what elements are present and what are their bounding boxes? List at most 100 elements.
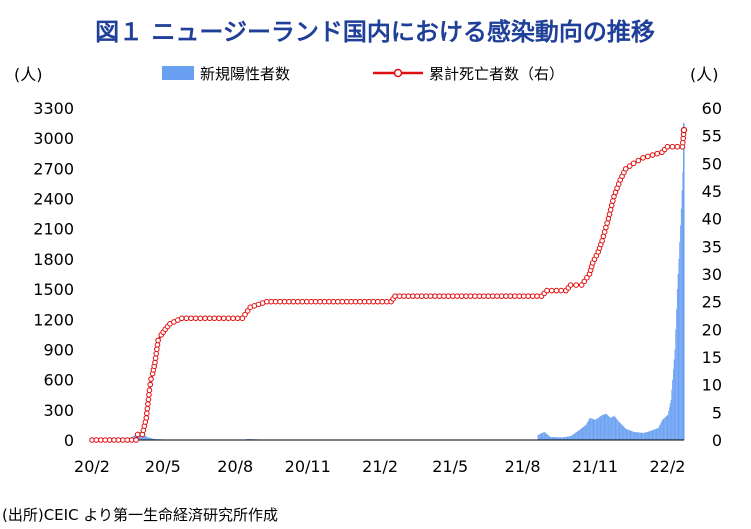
right-tick-label: 60 xyxy=(702,99,722,118)
line-marker xyxy=(188,315,194,322)
line-marker xyxy=(348,298,354,305)
line-marker xyxy=(463,293,469,299)
bar xyxy=(646,432,648,440)
line-series xyxy=(89,126,688,443)
line-marker xyxy=(303,298,310,305)
right-tick-label: 45 xyxy=(702,182,722,201)
left-tick-label: 1500 xyxy=(33,280,74,299)
line-marker xyxy=(286,298,292,305)
bar xyxy=(543,432,544,440)
bar xyxy=(595,419,596,440)
line-marker xyxy=(476,293,483,299)
line-marker xyxy=(143,415,150,421)
bar xyxy=(561,437,563,440)
line-marker xyxy=(146,387,153,394)
bar xyxy=(621,425,623,440)
bar xyxy=(538,434,540,440)
line-marker xyxy=(644,153,651,160)
line-marker xyxy=(383,298,390,305)
line-marker xyxy=(441,293,447,299)
right-tick-label: 20 xyxy=(702,320,722,339)
bar xyxy=(598,417,599,440)
bar xyxy=(571,435,573,440)
left-tick-label: 300 xyxy=(43,401,74,420)
bar xyxy=(606,414,608,440)
bar xyxy=(653,429,655,440)
bar xyxy=(611,417,613,440)
left-tick-label: 3000 xyxy=(33,129,74,148)
bar xyxy=(644,432,646,440)
line-marker xyxy=(427,293,434,299)
line-marker xyxy=(405,293,412,299)
bar xyxy=(541,433,543,440)
bar xyxy=(650,430,652,440)
line-marker xyxy=(202,315,208,322)
line-marker xyxy=(281,298,288,305)
bar xyxy=(648,431,650,440)
bar xyxy=(613,416,614,440)
line-marker xyxy=(573,282,579,288)
bar-series xyxy=(125,123,685,441)
bar xyxy=(569,436,571,440)
line-marker xyxy=(370,298,377,305)
left-tick-label: 1200 xyxy=(33,310,74,329)
line-marker xyxy=(481,293,487,299)
bar xyxy=(144,435,146,440)
bar xyxy=(612,416,614,440)
bar xyxy=(582,427,584,440)
bar xyxy=(616,418,618,440)
bar xyxy=(589,417,591,440)
bar xyxy=(610,417,611,440)
line-marker xyxy=(154,346,160,353)
bar xyxy=(622,425,624,440)
bar xyxy=(672,379,673,440)
line-marker xyxy=(581,278,588,285)
bar xyxy=(577,430,579,440)
bar xyxy=(557,437,559,440)
line-marker xyxy=(361,298,368,305)
bar xyxy=(578,430,580,440)
bar xyxy=(150,437,152,440)
bar xyxy=(565,436,566,440)
line-marker xyxy=(234,315,241,322)
bar xyxy=(669,407,670,440)
bar xyxy=(602,414,604,440)
bar xyxy=(246,438,248,440)
bar xyxy=(681,190,683,440)
bar xyxy=(145,436,147,440)
line-marker xyxy=(553,287,560,294)
bar xyxy=(556,437,558,440)
line-marker xyxy=(317,298,323,305)
bar xyxy=(657,428,659,440)
bar xyxy=(583,426,585,440)
bar xyxy=(628,429,629,440)
line-marker xyxy=(290,298,297,305)
right-axis-unit: (人) xyxy=(690,65,719,84)
line-marker xyxy=(375,298,381,305)
bar xyxy=(560,437,562,440)
left-axis-unit: (人) xyxy=(14,65,43,84)
line-marker xyxy=(494,293,500,299)
line-marker xyxy=(507,293,514,299)
line-marker xyxy=(512,293,518,299)
bar xyxy=(651,430,653,440)
bar xyxy=(147,437,149,440)
x-tick-label: 21/8 xyxy=(505,457,541,476)
bar xyxy=(554,437,556,440)
bar xyxy=(601,415,603,440)
bar xyxy=(553,437,555,440)
bar xyxy=(584,425,586,440)
line-marker xyxy=(467,293,474,299)
bar xyxy=(561,437,562,440)
bar xyxy=(647,431,648,440)
bar xyxy=(558,437,560,440)
line-marker xyxy=(640,155,646,161)
x-tick-label: 22/2 xyxy=(649,457,685,476)
line-marker xyxy=(472,293,478,299)
line-marker xyxy=(308,298,314,305)
line-marker xyxy=(357,298,363,305)
x-tick-label: 20/11 xyxy=(285,457,331,476)
bar xyxy=(637,432,639,440)
line-marker xyxy=(605,215,612,222)
